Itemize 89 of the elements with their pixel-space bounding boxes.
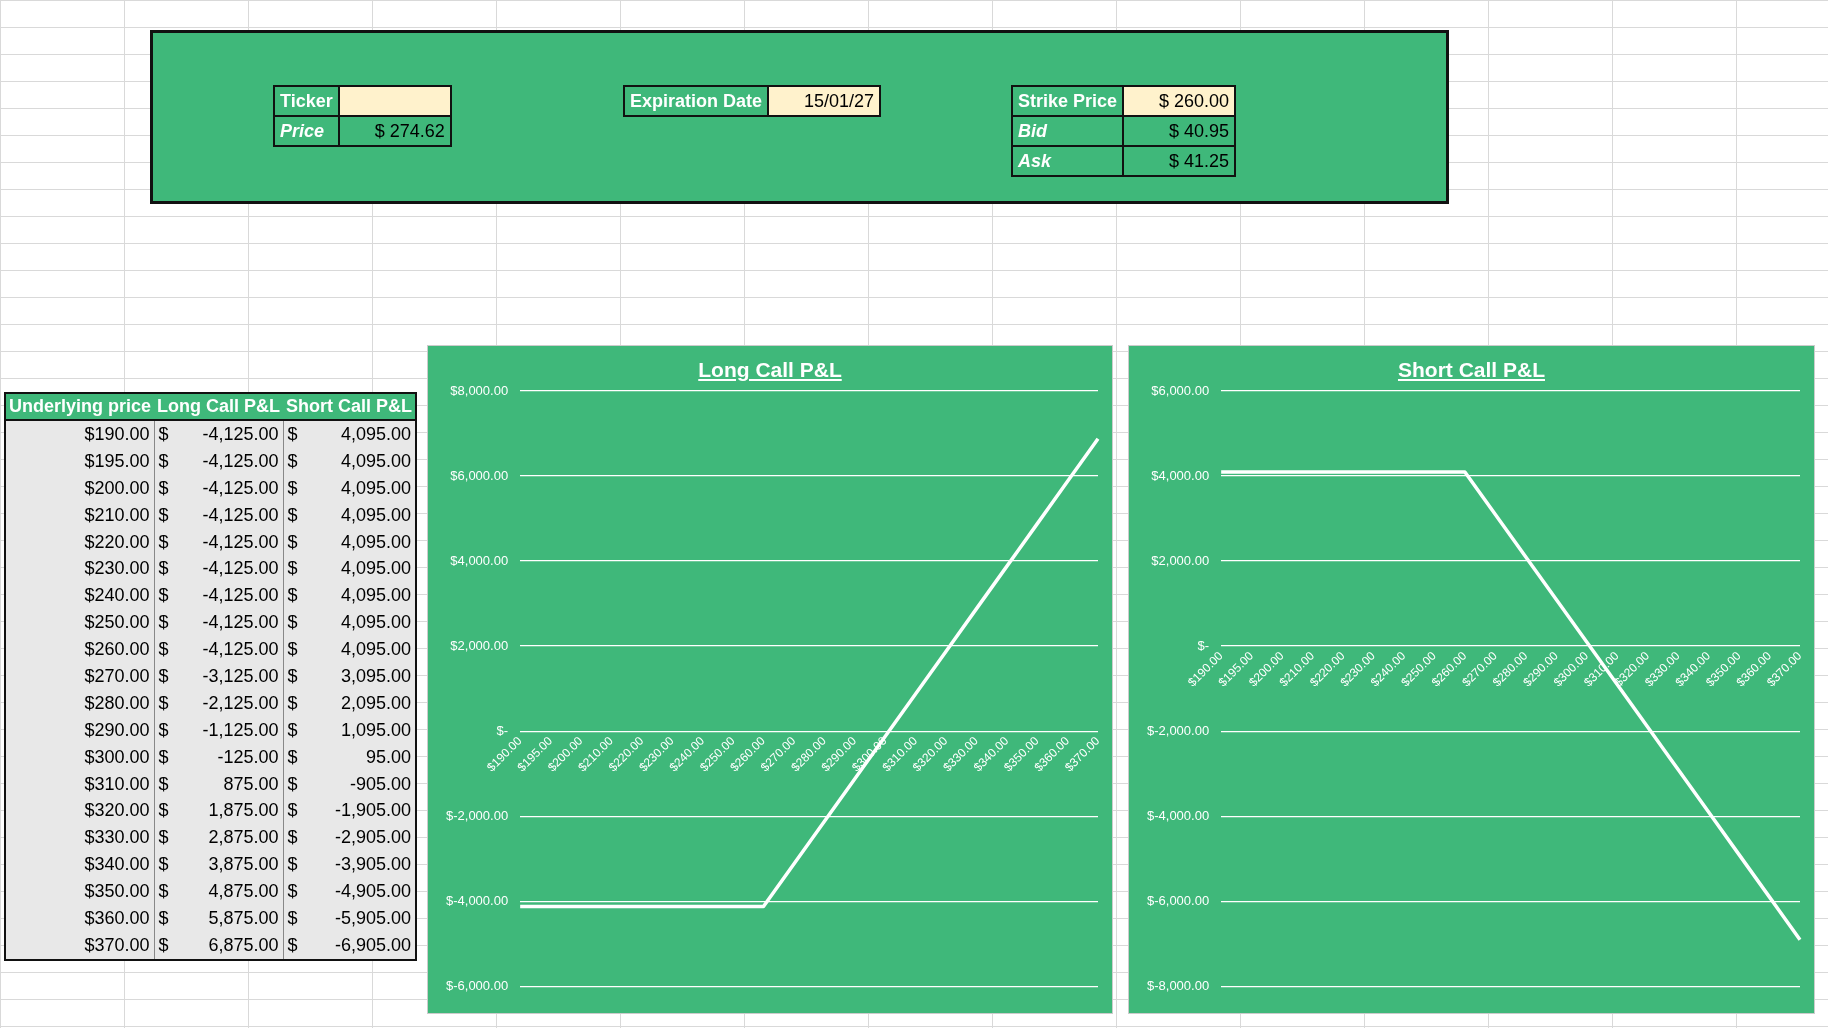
text: $ 40.95 — [1123, 116, 1236, 146]
text: $ -905.00 — [287, 773, 412, 794]
category-label: $360.00 — [84, 907, 150, 928]
y-tick-label: $4,000.00 — [1151, 467, 1210, 483]
text: $ 875.00 — [158, 773, 279, 794]
y-tick-label: $8,000.00 — [450, 382, 509, 398]
category-label: $320.00 — [84, 800, 150, 821]
text: $ -3,125.00 — [158, 665, 279, 686]
category-label: $195.00 — [84, 450, 150, 471]
text: $ 6,875.00 — [158, 934, 279, 955]
text: $ -4,125.00 — [158, 423, 279, 444]
y-tick-label: $6,000.00 — [450, 467, 509, 483]
text: Price — [274, 116, 339, 146]
text: $ 3,095.00 — [287, 665, 412, 686]
text: $ 4,095.00 — [287, 531, 412, 552]
text: $ 41.25 — [1123, 146, 1236, 176]
text: $ -5,905.00 — [287, 907, 412, 928]
category-label: $220.00 — [84, 531, 150, 552]
text: $ 4,095.00 — [287, 504, 412, 525]
category-label: $280.00 — [84, 692, 150, 713]
y-tick-label: $-6,000.00 — [445, 977, 509, 993]
text: Expiration Date — [624, 86, 769, 116]
text: Ticker — [274, 86, 339, 116]
text: Underlying price — [5, 393, 155, 420]
text: $ 4,095.00 — [287, 639, 412, 660]
text: $ -4,125.00 — [158, 639, 279, 660]
text: $ 4,095.00 — [287, 558, 412, 579]
category-label: $350.00 — [84, 881, 150, 902]
y-tick-label: $- — [496, 722, 509, 738]
text: $ -4,905.00 — [287, 881, 412, 902]
text: $ -6,905.00 — [287, 934, 412, 955]
text: $ -3,905.00 — [287, 854, 412, 875]
text: $ -4,125.00 — [158, 612, 279, 633]
y-tick-label: $6,000.00 — [1151, 382, 1210, 398]
category-label: $250.00 — [84, 612, 150, 633]
category-label: $310.00 — [84, 773, 150, 794]
category-label: $290.00 — [84, 719, 150, 740]
text: $ 4,095.00 — [287, 612, 412, 633]
y-tick-label: $-8,000.00 — [1146, 977, 1210, 993]
category-label: $340.00 — [84, 854, 150, 875]
category-label: $190.00 — [84, 423, 150, 444]
text: $ 3,875.00 — [158, 854, 279, 875]
text: $ 5,875.00 — [158, 907, 279, 928]
text: $ 95.00 — [287, 746, 412, 767]
text: $ 1,875.00 — [158, 800, 279, 821]
text: $ -4,125.00 — [158, 477, 279, 498]
category-label: $330.00 — [84, 827, 150, 848]
text: $ -4,125.00 — [158, 585, 279, 606]
y-tick-label: $-2,000.00 — [1146, 722, 1210, 738]
chart-title: Long Call P&L — [157, 396, 281, 416]
text: $ -1,905.00 — [287, 800, 412, 821]
y-tick-label: $- — [1197, 637, 1210, 653]
text: Ask — [1012, 146, 1124, 176]
category-label: $210.00 — [84, 504, 150, 525]
text: $ 274.62 — [338, 116, 451, 146]
y-tick-label: $-4,000.00 — [1146, 807, 1210, 823]
text: $ 2,875.00 — [158, 827, 279, 848]
text: $ 4,095.00 — [287, 423, 412, 444]
text: $ -125.00 — [158, 746, 279, 767]
category-label: $240.00 — [84, 585, 150, 606]
text: $ 1,095.00 — [287, 719, 412, 740]
y-tick-label: $2,000.00 — [1151, 552, 1210, 568]
text: $ -4,125.00 — [158, 504, 279, 525]
text: $ -1,125.00 — [158, 719, 279, 740]
category-label: $370.00 — [84, 934, 150, 955]
text: $ -2,905.00 — [287, 827, 412, 848]
text: $ -4,125.00 — [158, 531, 279, 552]
category-label: $200.00 — [84, 477, 150, 498]
text: $ 4,095.00 — [287, 585, 412, 606]
text: $ 2,095.00 — [287, 692, 412, 713]
chart-title: Short Call P&L — [1397, 358, 1546, 382]
y-tick-label: $-4,000.00 — [445, 892, 509, 908]
text: $ 4,095.00 — [287, 477, 412, 498]
text: $ -4,125.00 — [158, 558, 279, 579]
text: $ 4,875.00 — [158, 881, 279, 902]
y-tick-label: $-6,000.00 — [1146, 892, 1210, 908]
text: $ 4,095.00 — [287, 450, 412, 471]
text: $ 260.00 — [1123, 86, 1236, 116]
chart-title: Long Call P&L — [697, 358, 843, 382]
category-label: $230.00 — [84, 558, 150, 579]
text: $ -2,125.00 — [158, 692, 279, 713]
y-tick-label: $4,000.00 — [450, 552, 509, 568]
chart-title: Short Call P&L — [286, 396, 413, 416]
text: Bid — [1012, 116, 1124, 146]
y-tick-label: $-2,000.00 — [445, 807, 509, 823]
y-tick-label: $2,000.00 — [450, 637, 509, 653]
text: Strike Price — [1012, 86, 1124, 116]
text: 15/01/27 — [768, 86, 881, 116]
text: $ -4,125.00 — [158, 450, 279, 471]
